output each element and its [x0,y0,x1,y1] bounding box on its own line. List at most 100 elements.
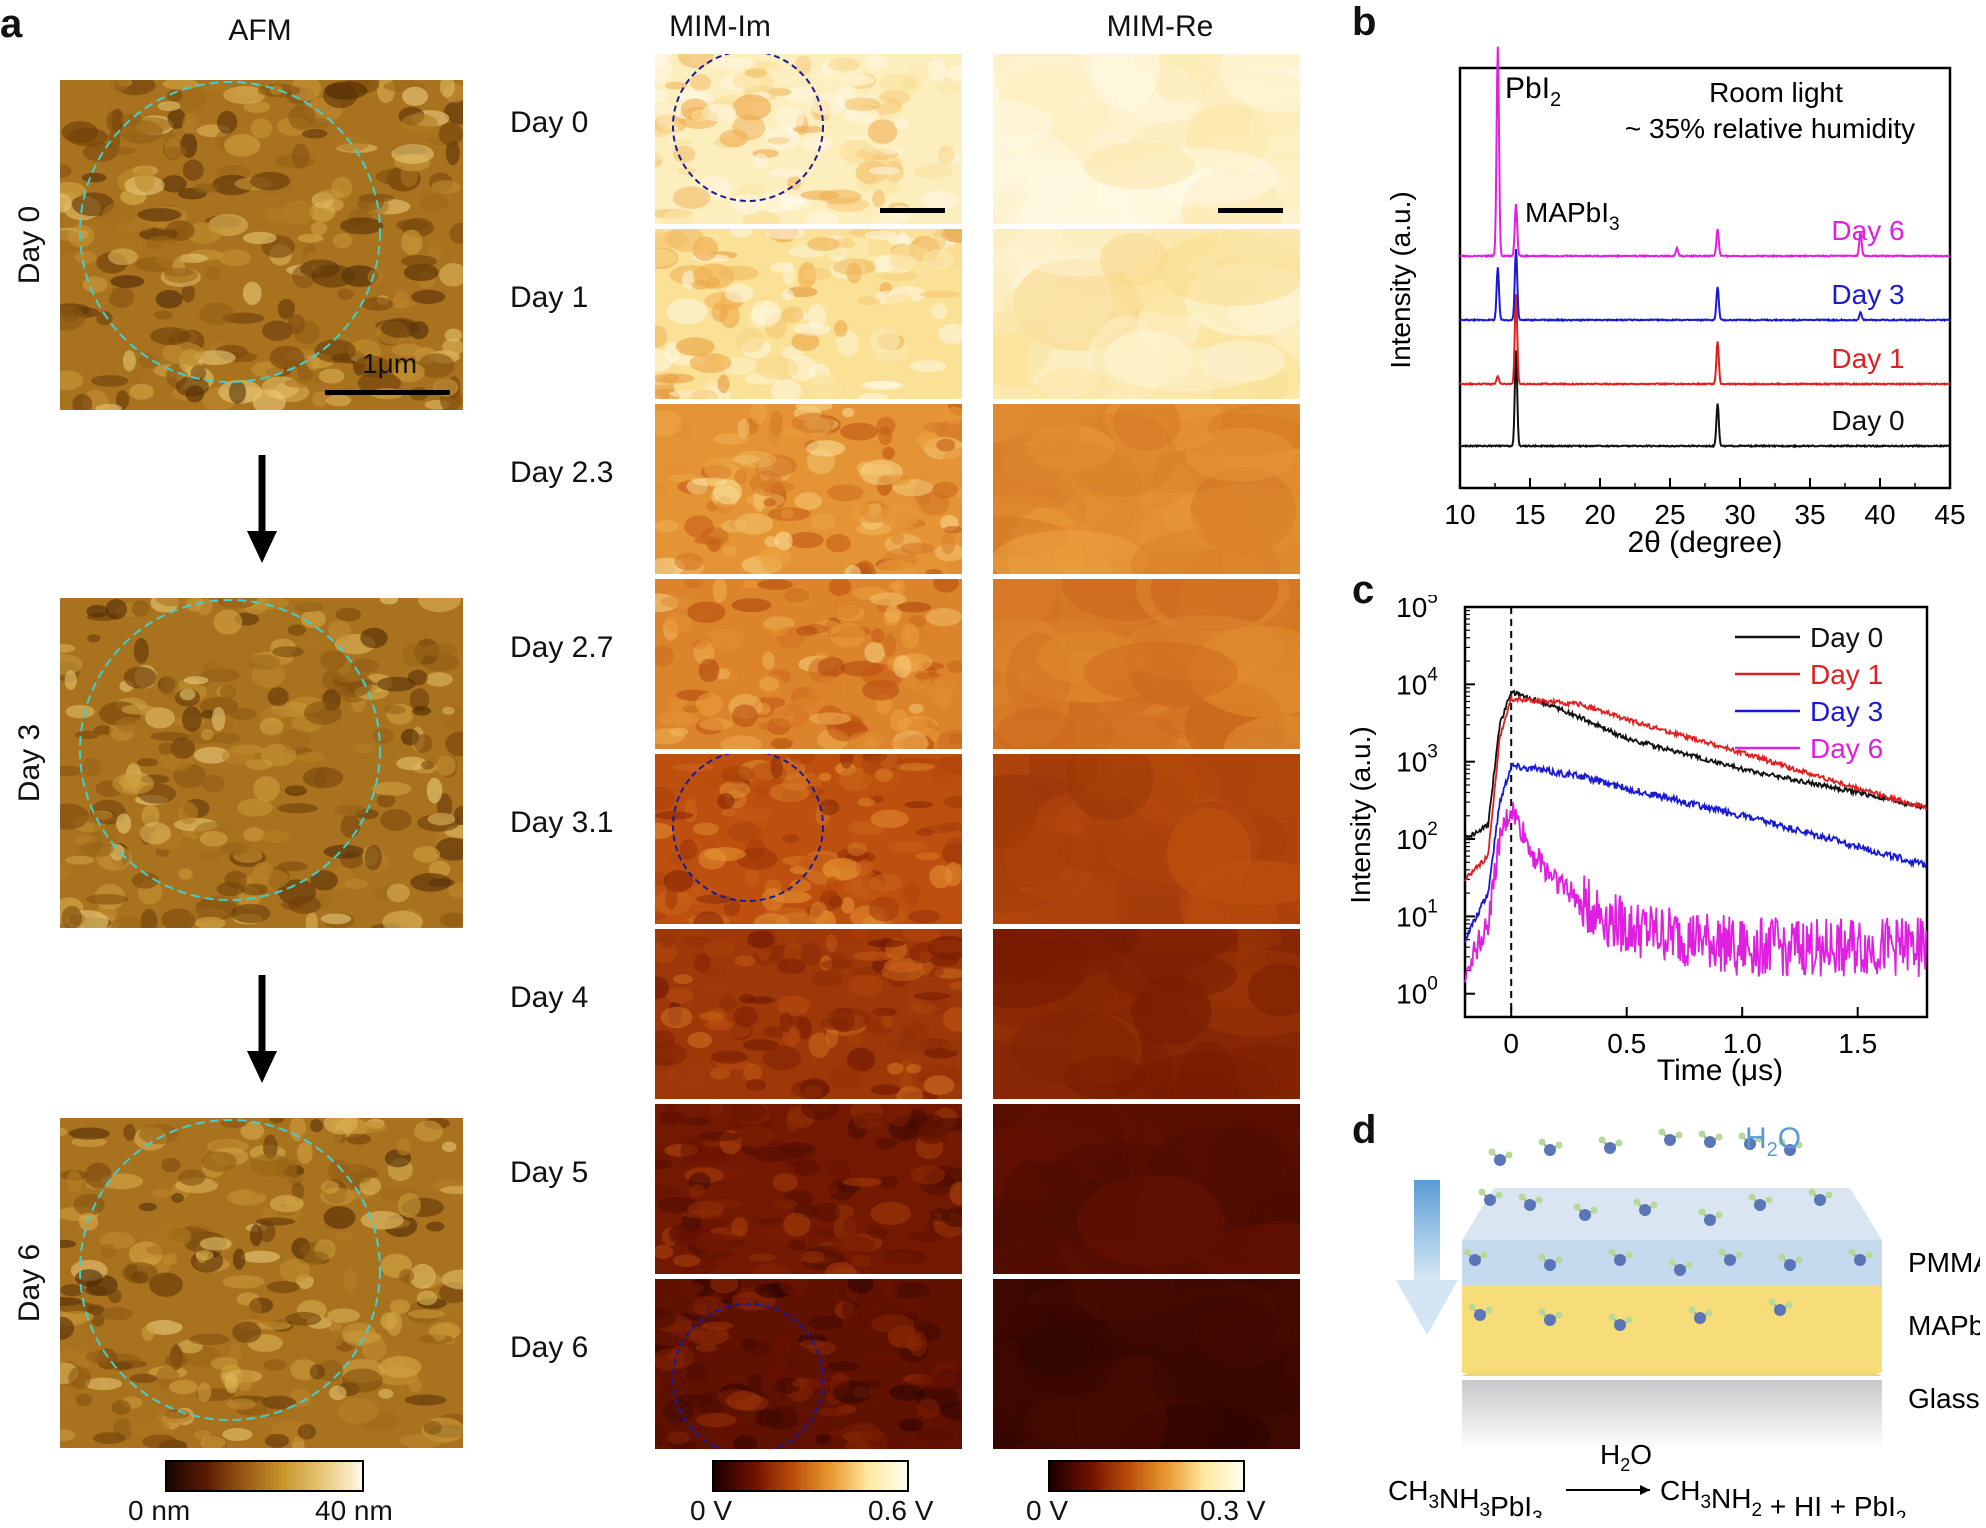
mim-re-image [993,754,1300,924]
mim-re-image [993,579,1300,749]
xrd-series-line [1459,294,1951,387]
pmma-label: PMMA [1908,1247,1980,1278]
water-molecule-icon [1468,1303,1493,1321]
afm-scale-bar [325,390,450,395]
xrd-series-line [1460,46,1951,259]
water-molecule-icon [1778,1253,1803,1271]
afm-image-day0 [60,80,463,410]
afm-header: AFM [228,14,292,47]
water-molecule-icon [1738,1132,1763,1150]
xrd-chart: 10 15 20 25 30 35 40 45 Intensity (a.u.) 2θ (de… [1385,46,1966,559]
xrd-series-label: Day 6 [1831,215,1904,246]
degradation-schematic: H2O PMMA MAPbI3 Glass [1396,1122,1980,1450]
mim-im-colorbar [712,1460,909,1492]
water-molecule-icon [1808,1188,1833,1206]
xrd-series-label: Day 3 [1831,279,1904,310]
water-molecule-icon [1538,1308,1563,1326]
xrd-xtick-label: 35 [1794,499,1825,530]
mapbi3-label: MAPbI3 [1908,1310,1980,1348]
mim-re-image [993,1279,1300,1449]
panel-b-label: b [1352,0,1377,44]
trpl-series-line [1464,693,1927,882]
xrd-xtick-label: 30 [1724,499,1755,530]
mim-re-colorbar-max: 0.3 V [1200,1495,1266,1526]
xrd-xtick-label: 20 [1584,499,1615,530]
afm-image-day6 [60,1118,463,1448]
mim-im-image [655,754,962,924]
eq-arrowhead [1640,1485,1650,1495]
water-molecule-icon [1748,1193,1773,1211]
xrd-xtick-label: 25 [1654,499,1685,530]
mim-re-image [993,929,1300,1099]
water-molecule-icon [1598,1136,1623,1154]
mim-re-colorbar [1048,1460,1245,1492]
glass-layer [1462,1380,1882,1450]
trpl-legend-label: Day 0 [1810,622,1883,653]
water-molecule-icon [1478,1188,1503,1206]
mim-row-label: Day 4 [510,981,589,1014]
water-molecule-icon [1608,1248,1633,1266]
water-molecule-icon [1633,1198,1658,1216]
afm-colorbar-min: 0 nm [128,1495,191,1526]
afm-colorbar [165,1460,364,1492]
mim-row-label: Day 3.1 [510,806,614,839]
afm-row-label-day3: Day 3 [13,723,46,803]
water-molecule-icon [1608,1313,1633,1331]
mim-row-label: Day 0 [510,106,589,139]
trpl-legend-label: Day 1 [1810,659,1883,690]
mim-im-image [655,579,962,749]
mim-im-colorbar-min: 0 V [690,1495,733,1526]
mim-row-label: Day 2.3 [510,456,614,489]
mim-im-image [655,404,962,574]
trpl-legend-label: Day 3 [1810,696,1883,727]
mim-im-header: MIM-Im [669,10,771,43]
water-molecule-icon [1698,1208,1723,1226]
eq-over-label: H2O [1600,1439,1652,1475]
trpl-ytick-label: 105 [1396,595,1438,623]
water-molecule-icon [1698,1130,1723,1148]
water-molecule-icon [1688,1306,1713,1324]
afm-row-label-day0: Day 0 [13,205,46,285]
water-molecule-icon [1488,1148,1513,1166]
mim-re-image [993,1104,1300,1274]
trpl-ytick-label: 100 [1396,974,1438,1010]
xrd-xlabel: 2θ (degree) [1627,526,1782,559]
trpl-ytick-label: 102 [1396,819,1438,855]
xrd-peak-mapbi3: MAPbI3 [1525,197,1620,235]
glass-label: Glass [1908,1383,1980,1414]
xrd-series-label: Day 0 [1831,405,1904,436]
pmma-top-face [1462,1188,1882,1240]
xrd-annotation-line1: Room light [1709,77,1843,108]
mim-re-image [993,229,1300,399]
trpl-ylabel: Intensity (a.u.) [1345,726,1376,903]
afm-image-day3 [60,598,463,928]
mim-row-label: Day 2.7 [510,631,614,664]
mim-im-image [655,229,962,399]
xrd-xtick-label: 45 [1934,499,1965,530]
mim-re-image [993,404,1300,574]
xrd-xtick-label: 10 [1444,499,1475,530]
water-molecule-icon [1518,1193,1543,1211]
afm-colorbar-max: 40 nm [315,1495,393,1526]
mim-re-colorbar-min: 0 V [1026,1495,1069,1526]
eq-lhs: CH3NH3PbI3 [1388,1475,1543,1518]
panel-d-label: d [1352,1108,1377,1152]
mapbi3-layer [1462,1285,1882,1373]
water-molecule-icon [1668,1258,1693,1276]
reaction-equation: H2O CH3NH3PbI3 CH3NH2 + HI + PbI2 [1388,1438,1986,1528]
mim-row-label: Day 5 [510,1156,589,1189]
xrd-series-line [1459,350,1951,449]
mim-row-label: Day 6 [510,1331,589,1364]
mim-im-image [655,54,962,224]
trpl-series-line [1464,761,1927,943]
trpl-ytick-label: 104 [1396,664,1438,700]
water-molecule-icon [1538,1253,1563,1271]
trpl-chart: 0 0.5 1.0 1.5 100 101 102 103 104 105 Day 0 Day 1 D… [1345,595,1929,1087]
mim-re-header: MIM-Re [1106,10,1214,43]
trpl-series-line [1464,802,1927,983]
mim-im-image [655,929,962,1099]
water-molecule-icon [1573,1203,1598,1221]
trpl-xtick-label: 1.0 [1723,1028,1762,1059]
xrd-xtick-label: 40 [1864,499,1895,530]
trpl-xtick-label: 1.5 [1838,1028,1877,1059]
